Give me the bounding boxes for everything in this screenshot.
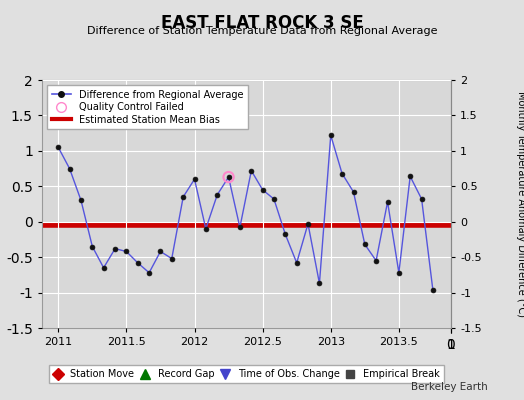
- Legend: Station Move, Record Gap, Time of Obs. Change, Empirical Break: Station Move, Record Gap, Time of Obs. C…: [49, 365, 443, 383]
- Text: Monthly Temperature Anomaly Difference (°C): Monthly Temperature Anomaly Difference (…: [516, 91, 524, 317]
- Point: [224, 174, 233, 180]
- Text: Difference of Station Temperature Data from Regional Average: Difference of Station Temperature Data f…: [87, 26, 437, 36]
- Text: Berkeley Earth: Berkeley Earth: [411, 382, 487, 392]
- Text: EAST FLAT ROCK 3 SE: EAST FLAT ROCK 3 SE: [161, 14, 363, 32]
